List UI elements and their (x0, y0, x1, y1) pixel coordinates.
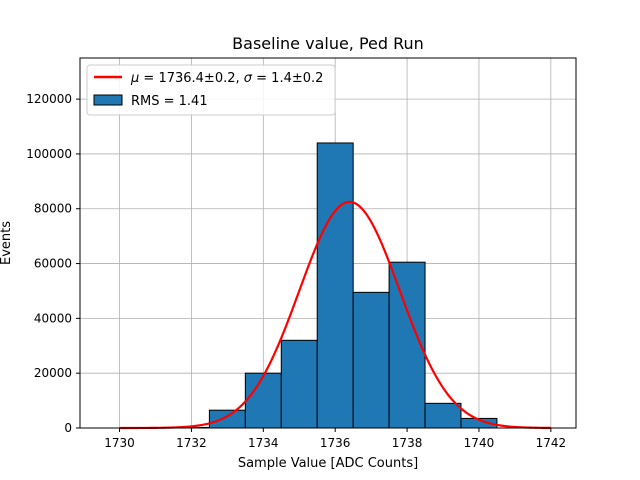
x-tick-label: 1736 (320, 436, 351, 450)
legend: μ = 1736.4±0.2, σ = 1.4±0.2 RMS = 1.41 (86, 64, 336, 116)
y-axis-ticks: 0 20000 40000 60000 80000 100000 120000 (26, 92, 80, 435)
y-axis-label: Events (0, 221, 14, 265)
y-tick-label: 100000 (26, 147, 72, 161)
histogram-bar (244, 372, 282, 429)
chart-title: Baseline value, Ped Run (232, 34, 424, 53)
legend-histogram-label: RMS = 1.41 (131, 94, 208, 109)
y-tick-label: 40000 (34, 311, 72, 325)
legend-fit-label: μ = 1736.4±0.2, σ = 1.4±0.2 (130, 71, 323, 86)
x-tick-label: 1742 (536, 436, 567, 450)
histogram-bar (424, 402, 462, 429)
histogram-bar (352, 291, 390, 429)
fit-curve-group (119, 200, 551, 430)
y-tick-label: 120000 (26, 92, 72, 106)
histogram-bar (280, 339, 318, 429)
y-tick-label: 20000 (34, 366, 72, 380)
y-tick-label: 80000 (34, 202, 72, 216)
plot-frame (79, 57, 577, 429)
x-tick-label: 1730 (104, 436, 135, 450)
y-tick-label: 60000 (34, 257, 72, 271)
x-axis-label: Sample Value [ADC Counts] (238, 456, 418, 471)
x-tick-label: 1740 (464, 436, 495, 450)
legend-box (86, 64, 336, 116)
x-tick-label: 1734 (248, 436, 279, 450)
y-tick-label: 0 (64, 421, 72, 435)
x-axis-ticks: 1730 1732 1734 1736 1738 1740 1742 (104, 428, 566, 450)
histogram-bar (388, 261, 426, 429)
legend-histogram-swatch (93, 94, 123, 106)
histogram-bar (316, 142, 354, 429)
x-tick-label: 1732 (176, 436, 207, 450)
x-tick-label: 1738 (392, 436, 423, 450)
fit-curve (119, 200, 551, 430)
histogram-bar (208, 409, 246, 429)
